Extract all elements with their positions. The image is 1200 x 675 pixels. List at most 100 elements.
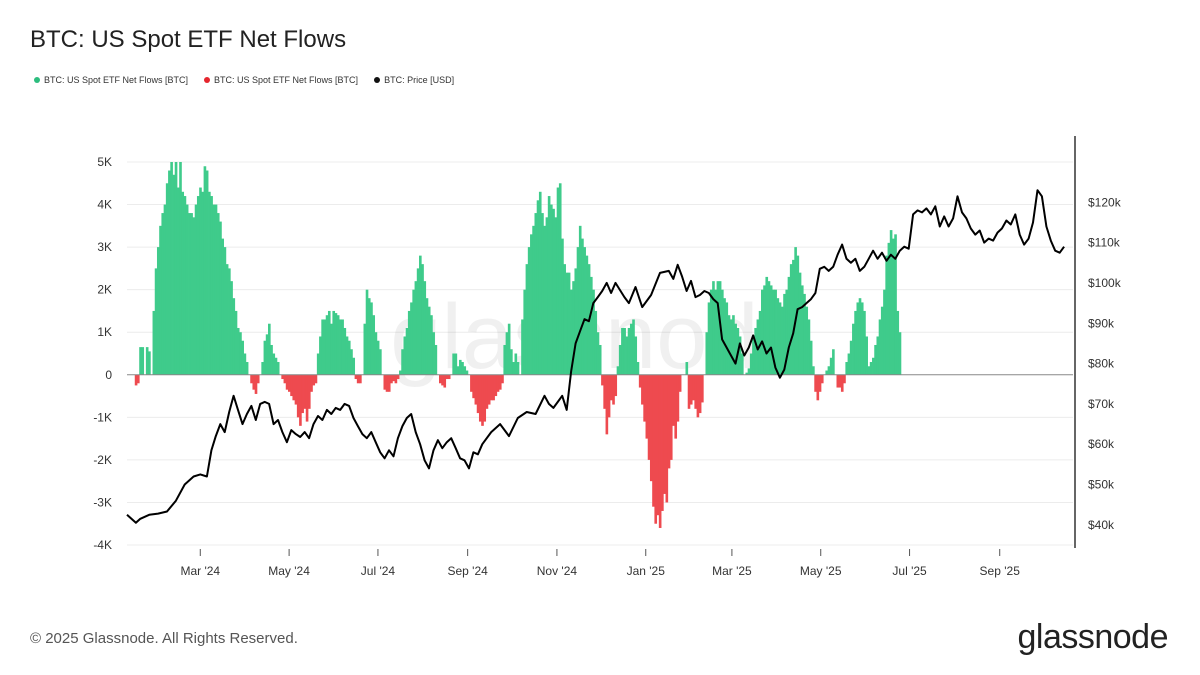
inflow-bar — [845, 362, 849, 375]
inflow-bar — [878, 319, 882, 375]
outflow-bar — [445, 374, 449, 380]
outflow-bar — [818, 374, 822, 392]
outflow-bar — [487, 374, 491, 405]
inflow-bar — [521, 319, 524, 375]
inflow-bar — [547, 196, 551, 375]
inflow-bar — [430, 315, 433, 375]
outflow-bar — [496, 374, 500, 392]
outflow-bar — [656, 374, 660, 516]
legend-item-inflows[interactable]: BTC: US Spot ETF Net Flows [BTC] — [34, 75, 188, 85]
outflow-bar — [649, 374, 653, 482]
inflow-bar — [210, 196, 213, 375]
outflow-bar — [314, 374, 318, 384]
inflow-bar — [410, 302, 413, 375]
inflow-bar — [552, 208, 555, 375]
y-right-tick-label: $110k — [1088, 236, 1121, 250]
inflow-bar — [245, 362, 249, 375]
inflow-bar — [376, 340, 380, 375]
inflow-bar — [336, 315, 340, 375]
inflow-bar — [796, 255, 800, 375]
outflow-bar — [614, 374, 618, 397]
inflow-bar — [712, 281, 715, 375]
inflow-bar — [434, 344, 438, 375]
inflow-bar — [721, 289, 724, 375]
inflow-bar — [205, 170, 209, 375]
legend-item-price[interactable]: BTC: Price [USD] — [374, 75, 454, 85]
inflow-bar — [161, 213, 165, 375]
inflow-bar — [321, 319, 324, 375]
inflow-bar — [847, 353, 851, 375]
inflow-bar — [168, 170, 171, 375]
inflow-bar — [581, 238, 584, 375]
inflow-bar — [732, 315, 735, 375]
outflow-bar — [250, 374, 253, 384]
inflow-bar — [543, 225, 546, 375]
inflow-bar — [461, 362, 464, 375]
inflow-bar — [330, 323, 333, 375]
inflow-bar — [709, 289, 713, 375]
outflow-bar — [654, 374, 658, 524]
inflow-bar — [201, 191, 205, 375]
inflow-bar — [863, 310, 866, 375]
inflow-bar — [590, 276, 593, 375]
inflow-bar — [792, 259, 795, 375]
inflow-bar — [812, 366, 815, 375]
inflow-bar — [725, 302, 729, 375]
outflow-bar — [292, 374, 296, 401]
inflow-bar — [510, 349, 513, 375]
inflow-bar — [550, 204, 553, 375]
inflow-bar — [208, 191, 211, 375]
y-left-tick-label: 0 — [105, 368, 112, 382]
inflow-bar — [219, 221, 222, 375]
outflow-bar — [494, 374, 498, 397]
inflow-bar — [148, 351, 151, 375]
inflow-bar — [685, 362, 689, 375]
y-right-tick-label: $50k — [1088, 478, 1115, 492]
outflow-bar — [645, 374, 649, 439]
inflow-bar — [223, 247, 227, 375]
inflow-bar — [221, 238, 224, 375]
inflow-bar — [572, 281, 575, 375]
x-tick-label: Jul '25 — [892, 564, 927, 578]
inflow-bar — [634, 336, 638, 375]
inflow-bar — [832, 349, 835, 375]
outflow-bar — [354, 374, 358, 380]
outflow-bar — [359, 374, 362, 384]
x-tick-label: Jul '24 — [361, 564, 396, 578]
y-right-tick-label: $60k — [1088, 437, 1115, 451]
inflow-bar — [421, 264, 424, 375]
inflow-bar — [554, 217, 558, 375]
outflow-bar — [492, 374, 495, 401]
inflow-bar — [763, 285, 766, 375]
inflow-bar — [860, 302, 864, 375]
inflow-bar — [525, 264, 529, 375]
y-left-tick-label: -2K — [93, 453, 112, 467]
legend-item-outflows[interactable]: BTC: US Spot ETF Net Flows [BTC] — [204, 75, 358, 85]
outflow-bar — [609, 374, 613, 401]
inflow-bar — [423, 281, 427, 375]
inflow-bar — [416, 268, 420, 375]
inflow-bar — [707, 302, 711, 375]
inflow-bar — [370, 302, 373, 375]
inflow-bar — [894, 234, 897, 375]
inflow-bar — [705, 332, 709, 375]
y-left-tick-label: -1K — [93, 410, 112, 424]
outflow-bar — [476, 374, 480, 414]
outflow-bar — [439, 374, 442, 384]
x-tick-label: Mar '24 — [180, 564, 220, 578]
inflow-bar — [578, 225, 582, 375]
inflow-bar — [889, 230, 893, 375]
outflow-bar — [689, 374, 693, 405]
inflow-bar — [872, 357, 875, 375]
outflow-bar — [603, 374, 606, 409]
inflow-bar — [512, 362, 515, 375]
inflow-bar — [241, 340, 244, 375]
inflow-bar — [567, 272, 571, 375]
outflow-bar — [501, 374, 504, 384]
outflow-bar — [485, 374, 489, 409]
outflow-bar — [254, 374, 258, 394]
price-line — [126, 189, 1065, 524]
inflow-bar — [803, 293, 806, 375]
outflow-bar — [287, 374, 291, 392]
inflow-bar — [852, 323, 855, 375]
